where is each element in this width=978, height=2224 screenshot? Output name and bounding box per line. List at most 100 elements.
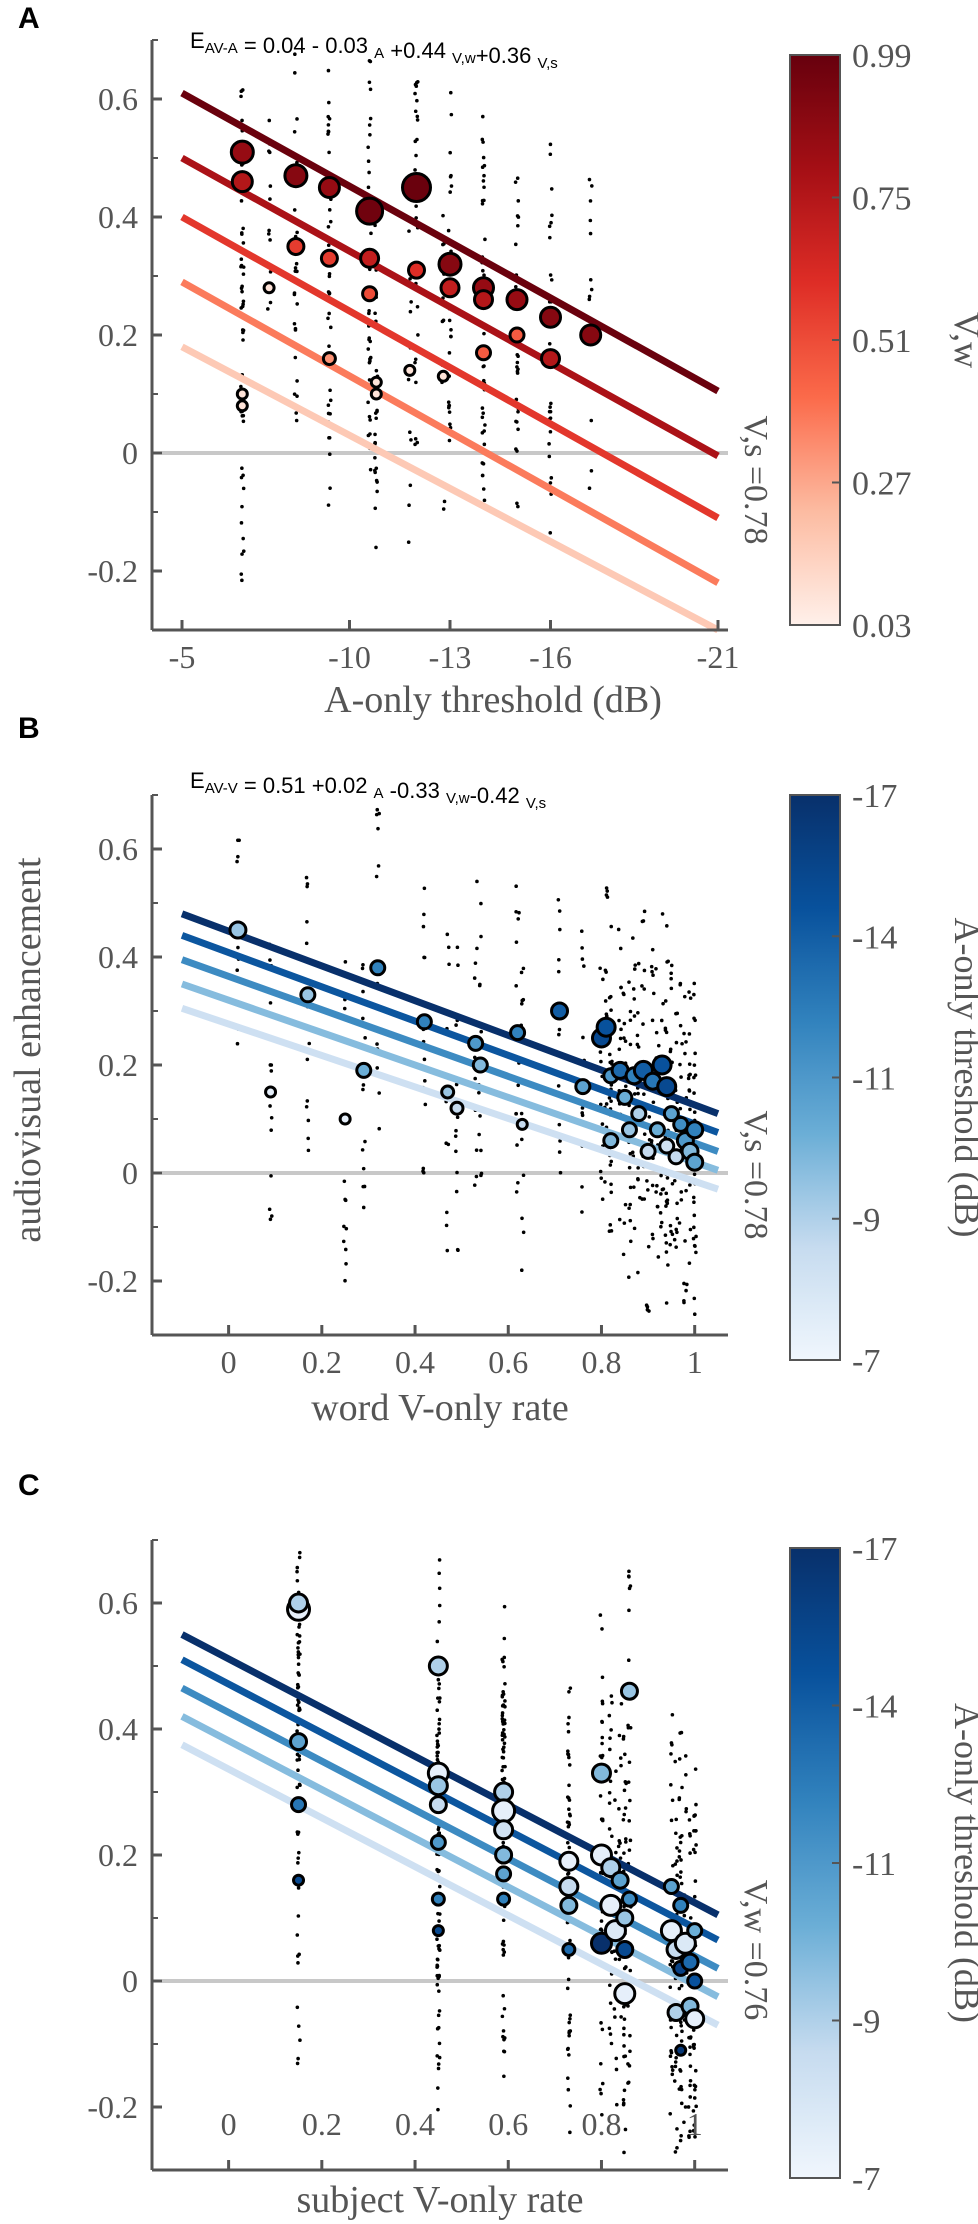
trial-dot: [607, 1791, 612, 1795]
trial-dot: [688, 2095, 693, 2099]
data-point: [648, 1121, 666, 1139]
trial-dot: [557, 1032, 561, 1037]
trial-dot: [579, 929, 584, 934]
trial-dot: [500, 1693, 505, 1698]
trial-dot: [692, 1213, 697, 1218]
trial-dot: [516, 427, 520, 432]
trial-dot: [693, 1829, 698, 1833]
trial-dot: [361, 962, 365, 967]
trial-dot: [661, 1001, 665, 1006]
trial-dot: [664, 1191, 669, 1196]
trial-dot: [566, 1749, 570, 1754]
trial-dot: [239, 521, 244, 525]
trial-dot: [447, 962, 451, 967]
data-point: [403, 363, 417, 377]
data-point: [615, 1940, 635, 1959]
data-point: [321, 351, 337, 367]
trial-dot: [480, 165, 485, 170]
trial-dot: [503, 1735, 507, 1739]
trial-dot: [631, 936, 635, 940]
trial-dot: [628, 1042, 633, 1047]
trial-dot: [547, 409, 552, 414]
trial-dot: [375, 807, 380, 812]
trial-dot: [684, 1040, 688, 1044]
trial-dot: [646, 1188, 650, 1192]
data-point: [262, 281, 276, 295]
trial-dot: [568, 2104, 573, 2108]
trial-dot: [326, 114, 331, 119]
data-point: [579, 323, 603, 347]
trial-dot: [481, 179, 486, 183]
trial-dot: [599, 1927, 603, 1931]
trial-dot: [449, 334, 453, 339]
trial-dot: [441, 318, 446, 323]
x-axis-label: A-only threshold (dB): [324, 679, 662, 721]
trial-dot: [668, 1962, 673, 1967]
trial-dot: [628, 1018, 633, 1023]
x-axis-label: word V-only rate: [311, 1387, 569, 1429]
trial-dot: [296, 1961, 300, 1965]
trial-dot: [600, 1735, 605, 1740]
trial-dot: [472, 1183, 477, 1187]
trial-dot: [501, 1918, 506, 1923]
trial-dot: [688, 2129, 692, 2134]
trial-dot: [640, 984, 644, 988]
trial-dot: [693, 1073, 698, 1077]
colorbar-tick-label: -14: [852, 1689, 897, 1726]
trial-dot: [547, 442, 551, 446]
trial-dot: [622, 1036, 626, 1040]
data-point: [491, 1798, 517, 1824]
trial-dot: [441, 507, 446, 511]
trial-dot: [580, 1113, 585, 1118]
trial-dot: [343, 1198, 348, 1203]
trial-dot: [297, 1555, 302, 1560]
trial-dot: [599, 1755, 604, 1760]
trial-dot: [374, 368, 379, 373]
trial-dot: [633, 963, 638, 967]
trial-dot: [678, 1840, 683, 1845]
trial-dot: [295, 1578, 300, 1583]
trial-dot: [618, 946, 623, 951]
trial-dot: [409, 300, 413, 304]
trial-dot: [239, 199, 244, 203]
trial-dot: [479, 901, 483, 906]
trial-dot: [296, 1861, 300, 1865]
trial-dot: [548, 235, 552, 240]
trial-dot: [608, 2001, 613, 2005]
trial-dot: [375, 409, 379, 414]
trial-dot: [297, 1952, 301, 1957]
trial-dot: [692, 1312, 697, 1317]
data-point: [228, 920, 248, 940]
trial-dot: [622, 1812, 627, 1817]
trial-dot: [547, 454, 552, 459]
trial-dot: [693, 1767, 698, 1771]
trial-dot: [448, 90, 453, 95]
trial-dot: [448, 150, 452, 155]
data-point: [235, 387, 249, 401]
trial-dot: [590, 184, 594, 188]
trial-dot: [683, 1051, 687, 1056]
trial-dot: [613, 2015, 617, 2019]
trial-dot: [374, 874, 379, 879]
trial-dot: [517, 910, 521, 915]
trial-dot: [437, 1722, 441, 1726]
trial-dot: [610, 1700, 614, 1705]
trial-dot: [617, 1047, 622, 1052]
trial-dot: [673, 2060, 678, 2064]
trial-dot: [598, 1794, 603, 1798]
trial-dot: [598, 1050, 603, 1054]
trial-dot: [556, 1084, 561, 1088]
trial-dot: [437, 1699, 442, 1704]
trial-dot: [557, 1027, 562, 1032]
trial-dot: [687, 1032, 692, 1036]
trial-dot: [241, 536, 245, 541]
data-point: [686, 1972, 704, 1990]
trial-dot: [436, 1976, 440, 1981]
data-point: [559, 1895, 579, 1915]
trial-dot: [361, 1166, 366, 1171]
trial-dot: [566, 1977, 571, 1982]
trial-dot: [632, 997, 637, 1001]
trial-dot: [416, 333, 420, 337]
trial-dot: [688, 1851, 692, 1855]
panel-c: C -0.2 0 0.2 0.4 0.6 0 0.2 0.4 0.6 0.8 1 subject V-o…: [18, 1469, 978, 2221]
